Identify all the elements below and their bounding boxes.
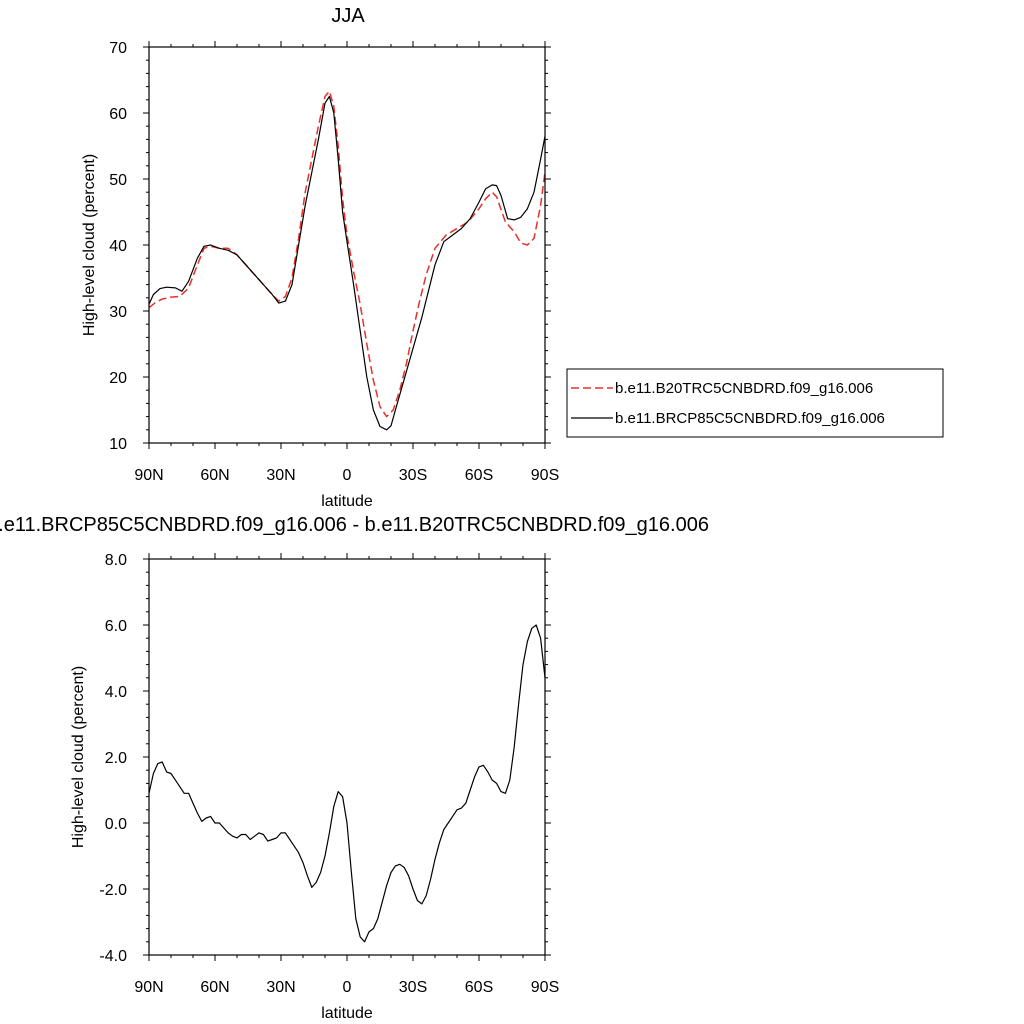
- top-chart-title: JJA: [331, 5, 365, 27]
- x-tick-label: 60N: [200, 979, 229, 996]
- top-series-group: [148, 90, 546, 431]
- y-tick-label: 30: [109, 304, 127, 321]
- legend-label-brcp85: b.e11.BRCP85C5CNBDRD.f09_g16.006: [615, 410, 885, 427]
- top-plot-frame: [148, 46, 546, 444]
- bottom-x-axis-label: latitude: [321, 1005, 373, 1022]
- bottom-x-tick-labels: 90N 60N 30N 0 30S 60S 90S: [134, 979, 559, 996]
- x-tick-label: 90S: [531, 467, 559, 484]
- y-tick-label: 6.0: [105, 618, 127, 635]
- bottom-y-axis-label: High-level cloud (percent): [70, 666, 87, 848]
- top-x-tick-labels: 90N 60N 30N 0 30S 60S 90S: [134, 467, 559, 484]
- bottom-chart-title: b.e11.BRCP85C5CNBDRD.f09_g16.006 - b.e11…: [0, 514, 709, 536]
- series-line-1: [148, 95, 546, 431]
- top-chart-panel: JJA 10 20 30 40 50 60 70 90N 60N 30N 0 30S 60S 90S l…: [81, 5, 944, 510]
- x-tick-label: 0: [343, 467, 352, 484]
- series-line-0: [148, 90, 546, 418]
- x-tick-label: 90N: [134, 467, 163, 484]
- x-tick-label: 30N: [266, 979, 295, 996]
- legend-label-b20trc: b.e11.B20TRC5CNBDRD.f09_g16.006: [615, 380, 873, 397]
- y-tick-label: 2.0: [105, 750, 127, 767]
- y-tick-label: 20: [109, 370, 127, 387]
- x-tick-label: 90S: [531, 979, 559, 996]
- bottom-axis-ticks: [143, 553, 551, 961]
- y-tick-label: 0.0: [105, 816, 127, 833]
- y-tick-label: 4.0: [105, 684, 127, 701]
- top-x-axis-label: latitude: [321, 493, 373, 510]
- y-tick-label: 40: [109, 238, 127, 255]
- y-tick-label: -2.0: [99, 882, 127, 899]
- bottom-plot-frame: [148, 558, 546, 956]
- x-tick-label: 30S: [399, 467, 427, 484]
- top-y-axis-label: High-level cloud (percent): [81, 154, 98, 336]
- bottom-series-group: [148, 624, 546, 943]
- x-tick-label: 0: [343, 979, 352, 996]
- y-tick-label: 8.0: [105, 552, 127, 569]
- y-tick-label: 70: [109, 40, 127, 57]
- bottom-y-tick-labels: -4.0 -2.0 0.0 2.0 4.0 6.0 8.0: [99, 552, 127, 965]
- x-tick-label: 60S: [465, 979, 493, 996]
- x-tick-label: 60N: [200, 467, 229, 484]
- x-tick-label: 30N: [266, 467, 295, 484]
- x-tick-label: 60S: [465, 467, 493, 484]
- x-tick-label: 90N: [134, 979, 163, 996]
- bottom-chart-panel: b.e11.BRCP85C5CNBDRD.f09_g16.006 - b.e11…: [0, 514, 709, 1022]
- legend: b.e11.B20TRC5CNBDRD.f09_g16.006 b.e11.BR…: [566, 368, 944, 438]
- top-y-tick-labels: 10 20 30 40 50 60 70: [109, 40, 127, 453]
- y-tick-label: 10: [109, 436, 127, 453]
- y-tick-label: -4.0: [99, 948, 127, 965]
- y-tick-label: 60: [109, 106, 127, 123]
- legend-box: [566, 368, 944, 438]
- y-tick-label: 50: [109, 172, 127, 189]
- series-line-0: [148, 624, 546, 943]
- x-tick-label: 30S: [399, 979, 427, 996]
